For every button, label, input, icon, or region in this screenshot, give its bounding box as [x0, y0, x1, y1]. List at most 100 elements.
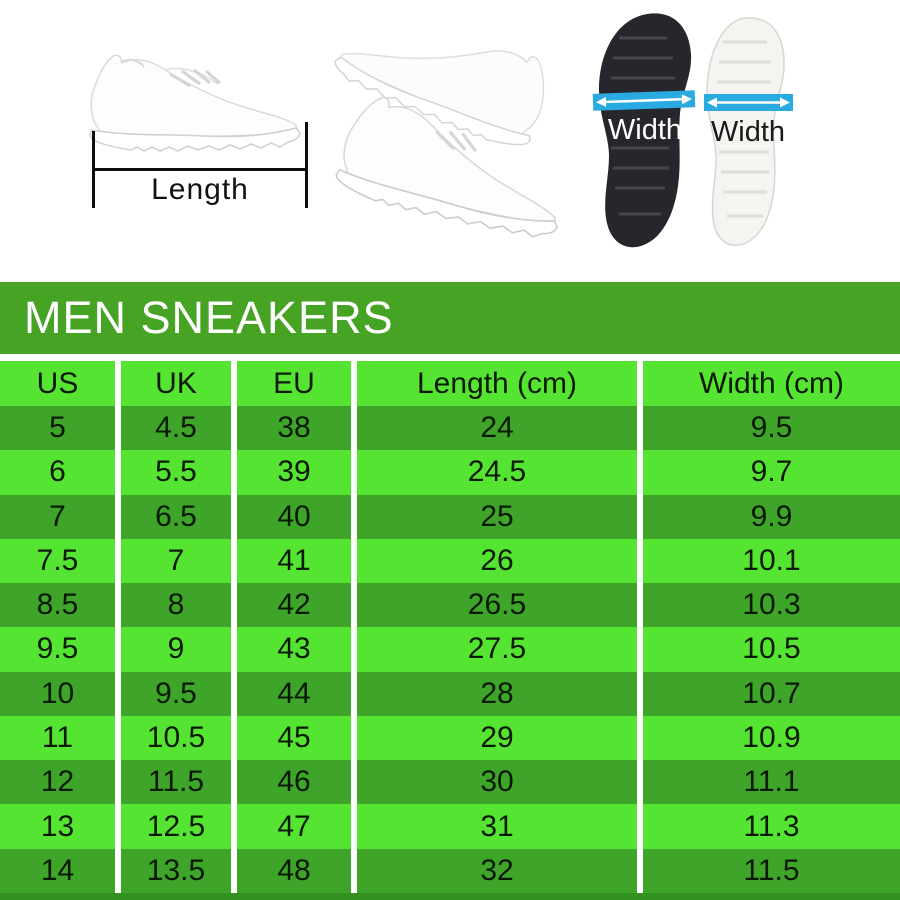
- table-row: 6 5.5 39 24.5 9.7: [0, 450, 900, 495]
- table-cell: 24: [357, 406, 637, 451]
- table-cell: 11.1: [643, 760, 900, 805]
- table-cell: 42: [237, 583, 351, 628]
- photo-section: Length: [0, 0, 900, 282]
- table-cell: 9.5: [0, 627, 115, 672]
- table-cell: 44: [237, 671, 351, 716]
- table-cell: 12: [0, 760, 115, 805]
- laces: [169, 68, 221, 88]
- arrow-right-icon: [681, 94, 692, 105]
- header-cell-length-cm: Length (cm): [357, 361, 637, 406]
- sole-treads: [717, 40, 771, 218]
- width-arrow-right: [704, 94, 793, 111]
- table-cell: 38: [237, 406, 351, 451]
- table-cell: 39: [237, 450, 351, 495]
- table-cell: 14: [0, 848, 115, 893]
- table-cell: 47: [237, 804, 351, 849]
- table-cell: 6.5: [121, 494, 231, 539]
- table-row: 13 12.5 47 31 11.3: [0, 804, 900, 849]
- table-cell: 10.1: [643, 538, 900, 584]
- table-cell: 5.5: [121, 450, 231, 495]
- table-cell: 10: [0, 671, 115, 716]
- table-cell: 13: [0, 804, 115, 849]
- table-cell: 12.5: [121, 804, 231, 849]
- table-cell: 48: [237, 848, 351, 893]
- table-cell: 27.5: [357, 627, 637, 672]
- table-cell: 11.5: [121, 760, 231, 805]
- table-row: 11 10.5 45 29 10.9: [0, 715, 900, 761]
- sneaker-pair-photo: [334, 50, 559, 238]
- table-cell: 7: [121, 538, 231, 584]
- table-cell: 6: [0, 450, 115, 495]
- arrow-right-icon: [780, 97, 790, 108]
- table-cell: 5: [0, 406, 115, 451]
- bottom-border: [0, 893, 900, 900]
- length-bracket: Length: [92, 122, 308, 208]
- table-row: 10 9.5 44 28 10.7: [0, 671, 900, 716]
- table-cell: 8: [121, 583, 231, 628]
- table-cell: 31: [357, 804, 637, 849]
- table-header-row: US UK EU Length (cm) Width (cm): [0, 361, 900, 406]
- page-title: MEN SNEAKERS: [24, 292, 394, 343]
- table-cell: 10.9: [643, 715, 900, 761]
- table-cell: 4.5: [121, 406, 231, 451]
- table-cell: 10.3: [643, 583, 900, 628]
- table-cell: 7: [0, 494, 115, 539]
- header-cell-uk: UK: [121, 361, 231, 406]
- table-cell: 26: [357, 538, 637, 584]
- laces: [435, 130, 478, 153]
- width-arrow-left: [592, 90, 696, 111]
- table-cell: 10.7: [643, 671, 900, 716]
- header-cell-eu: EU: [237, 361, 351, 406]
- table-cell: 10.5: [121, 715, 231, 761]
- front-sneaker-illustration: [335, 96, 559, 238]
- table-cell: 11: [0, 715, 115, 761]
- sole-white-photo: [706, 17, 785, 246]
- sneaker-side-illustration: [89, 54, 301, 152]
- table-cell: 9.9: [643, 494, 900, 539]
- length-label: Length: [151, 173, 249, 206]
- back-sneaker-illustration: [334, 50, 545, 146]
- table-row: 7 6.5 40 25 9.9: [0, 494, 900, 539]
- table-cell: 40: [237, 494, 351, 539]
- table-cell: 30: [357, 760, 637, 805]
- title-divider: [0, 354, 900, 361]
- table-cell: 9.5: [643, 406, 900, 451]
- table-cell: 32: [357, 848, 637, 893]
- table-cell: 9: [121, 627, 231, 672]
- header-cell-us: US: [0, 361, 115, 406]
- sole-black-photo: [599, 13, 692, 248]
- table-cell: 28: [357, 671, 637, 716]
- table-cell: 43: [237, 627, 351, 672]
- table-cell: 24.5: [357, 450, 637, 495]
- bracket-line: [92, 168, 308, 171]
- table-row: 8.5 8 42 26.5 10.3: [0, 583, 900, 628]
- bracket-right-tick: [305, 122, 308, 208]
- table-cell: 11.3: [643, 804, 900, 849]
- width-label-left: Width: [608, 114, 682, 146]
- table-cell: 8.5: [0, 583, 115, 628]
- table-cell: 13.5: [121, 848, 231, 893]
- table-body: 5 4.5 38 24 9.5 6 5.5 39 24.5 9.7 7 6.5 40 25 9.9 7.5 7 4…: [0, 406, 900, 893]
- table-cell: 46: [237, 760, 351, 805]
- sneaker-side-photo: [89, 54, 301, 152]
- table-cell: 25: [357, 494, 637, 539]
- table-cell: 41: [237, 538, 351, 584]
- table-cell: 26.5: [357, 583, 637, 628]
- table-cell: 7.5: [0, 538, 115, 584]
- table-cell: 9.7: [643, 450, 900, 495]
- table-cell: 29: [357, 715, 637, 761]
- table-row: 5 4.5 38 24 9.5: [0, 406, 900, 451]
- header-cell-width-cm: Width (cm): [643, 361, 900, 406]
- table-cell: 9.5: [121, 671, 231, 716]
- table-cell: 45: [237, 715, 351, 761]
- size-chart: MEN SNEAKERS US UK EU Length (cm) Width (cm)…: [0, 282, 900, 900]
- sole-treads: [611, 36, 675, 216]
- width-label-right: Width: [711, 116, 785, 148]
- table-cell: 10.5: [643, 627, 900, 672]
- title-bar: MEN SNEAKERS: [0, 282, 900, 354]
- soles-photo: Width Width: [592, 13, 793, 248]
- arrow-left-icon: [707, 97, 717, 108]
- table-row: 7.5 7 41 26 10.1: [0, 538, 900, 584]
- table-cell: 11.5: [643, 848, 900, 893]
